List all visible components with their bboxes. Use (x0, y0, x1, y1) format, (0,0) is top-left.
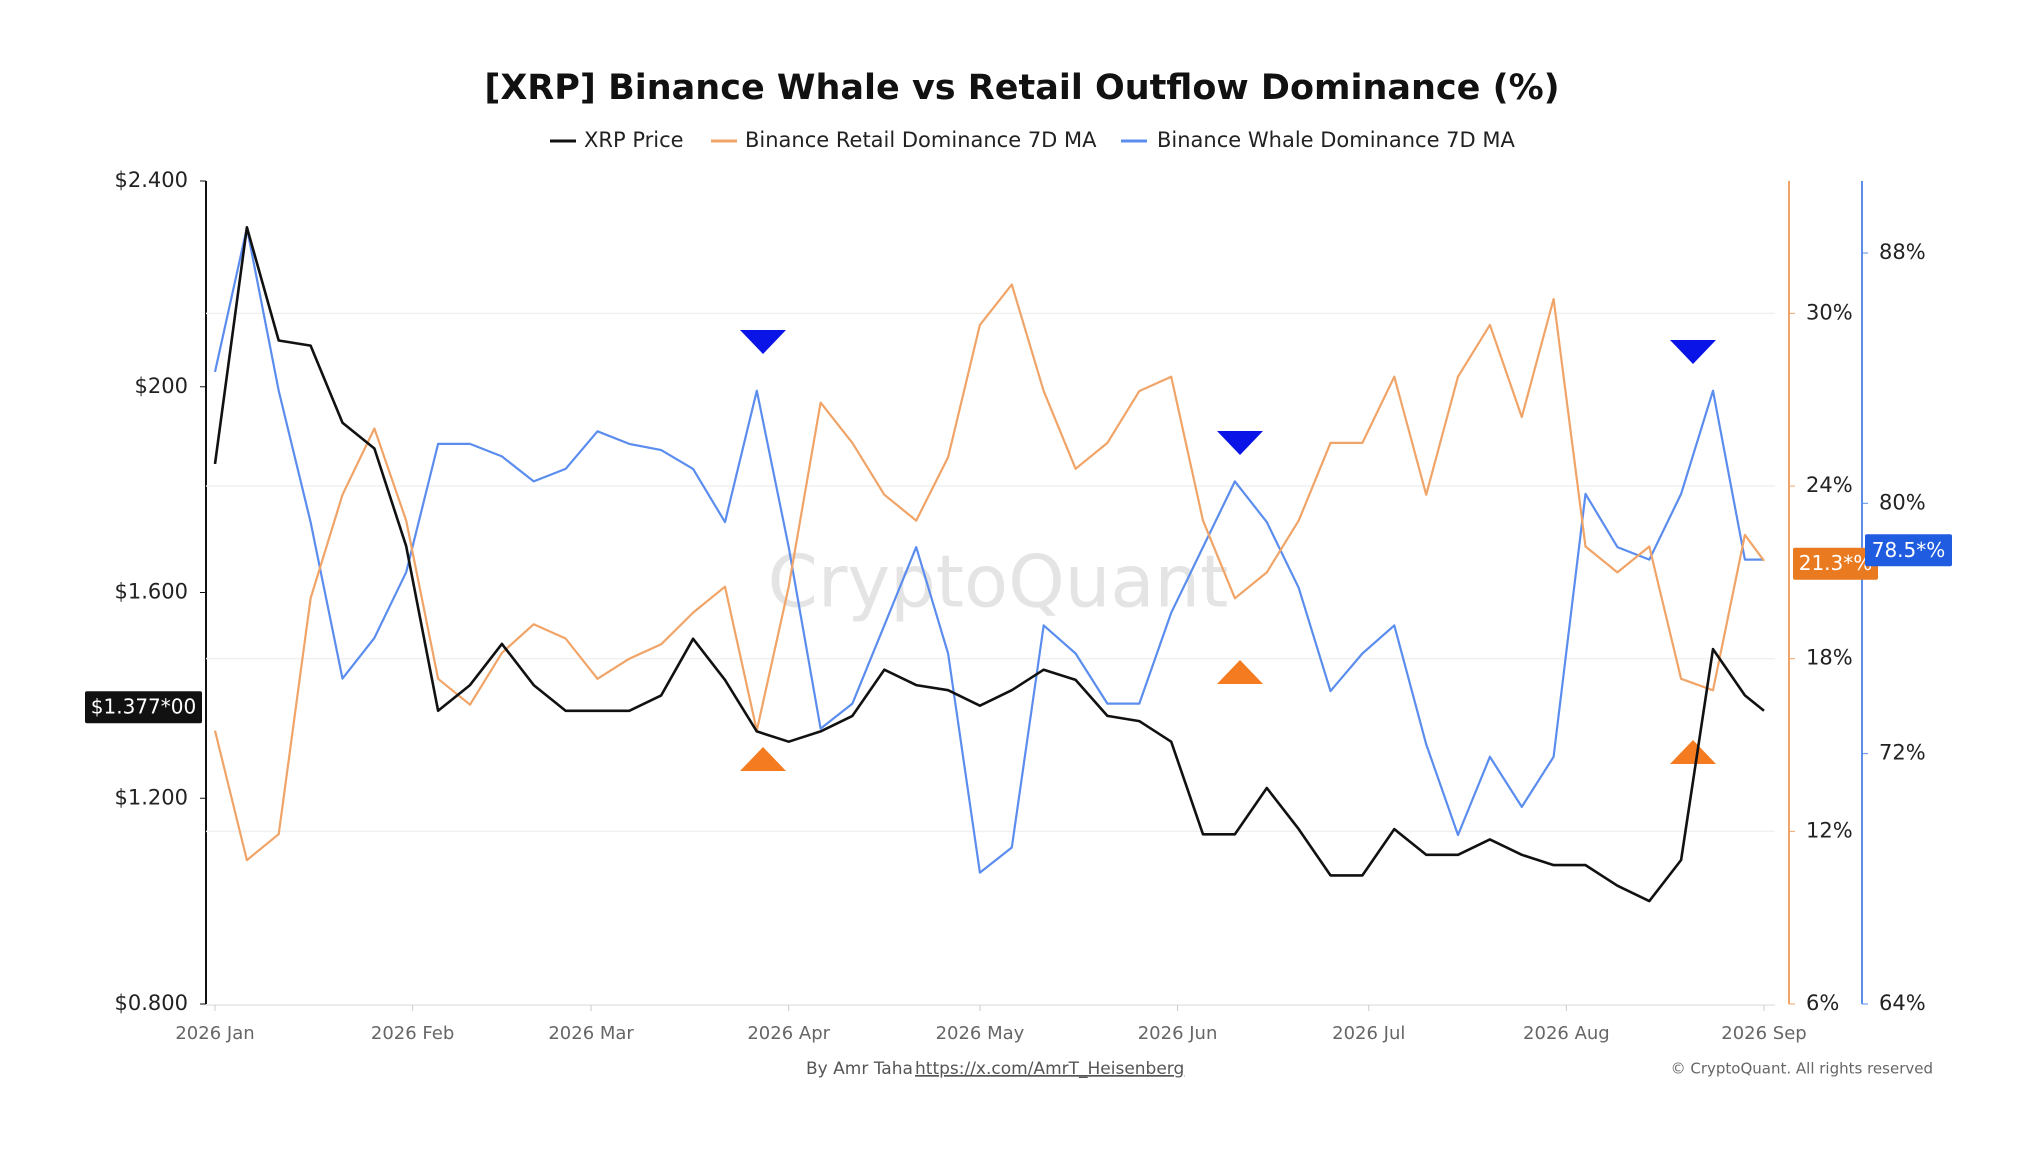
watermark: CryptoQuant (768, 540, 1229, 624)
legend-label: Binance Whale Dominance 7D MA (1157, 128, 1516, 152)
current-value-label: 78.5*% (1872, 538, 1946, 562)
current-value-box (1793, 547, 1878, 580)
x-tick-label: 2026 Jul (1332, 1023, 1405, 1044)
signal-up (1670, 740, 1716, 764)
y3-tick-label: 88% (1879, 240, 1926, 264)
x-tick-label: 2026 Aug (1523, 1023, 1610, 1044)
y-tick-label: $2.400 (115, 168, 188, 192)
current-value-label: 21.3*% (1799, 551, 1873, 575)
y-tick-label: $1.600 (115, 580, 188, 604)
copyright: © CryptoQuant. All rights reserved (1671, 1060, 1933, 1078)
chart-title: [XRP] Binance Whale vs Retail Outflow Do… (484, 68, 1559, 108)
y2-tick-label: 12% (1806, 818, 1853, 842)
legend-label: Binance Retail Dominance 7D MA (745, 128, 1097, 152)
y2-tick-label: 24% (1806, 473, 1853, 497)
signal-down (1217, 431, 1263, 455)
y-tick-label: $1.200 (115, 785, 188, 809)
signal-down (1670, 340, 1716, 364)
signal-up (740, 747, 786, 771)
current-value-box (85, 691, 202, 724)
series-line (213, 226, 1765, 903)
signal-down (740, 330, 786, 354)
x-tick-label: 2026 Mar (548, 1023, 634, 1044)
current-value-label: $1.377*00 (91, 695, 196, 719)
byline: By Amr Taha (806, 1059, 913, 1079)
y3-tick-label: 80% (1879, 490, 1926, 514)
y-tick-label: $200 (135, 374, 188, 398)
x-tick-label: 2026 Apr (747, 1023, 830, 1044)
y2-tick-label: 30% (1806, 300, 1853, 324)
y-tick-label: $0.800 (115, 991, 188, 1015)
y2-tick-label: 6% (1806, 991, 1839, 1015)
current-value-box (1865, 534, 1952, 567)
series-line (213, 226, 1764, 874)
legend-label: XRP Price (584, 128, 684, 152)
series-line (213, 283, 1765, 862)
x-tick-label: 2026 Feb (371, 1023, 454, 1044)
x-tick-label: 2026 Jun (1138, 1023, 1218, 1044)
author-link[interactable]: https://x.com/AmrT_Heisenberg (915, 1059, 1184, 1079)
grid (206, 312, 1775, 833)
y3-tick-label: 72% (1879, 741, 1926, 765)
x-tick-label: 2026 Sep (1721, 1023, 1806, 1044)
x-tick-label: 2026 Jan (175, 1023, 254, 1044)
signal-up (1217, 660, 1263, 684)
y2-tick-label: 18% (1806, 646, 1853, 670)
y3-tick-label: 64% (1879, 991, 1926, 1015)
x-tick-label: 2026 May (936, 1023, 1025, 1044)
